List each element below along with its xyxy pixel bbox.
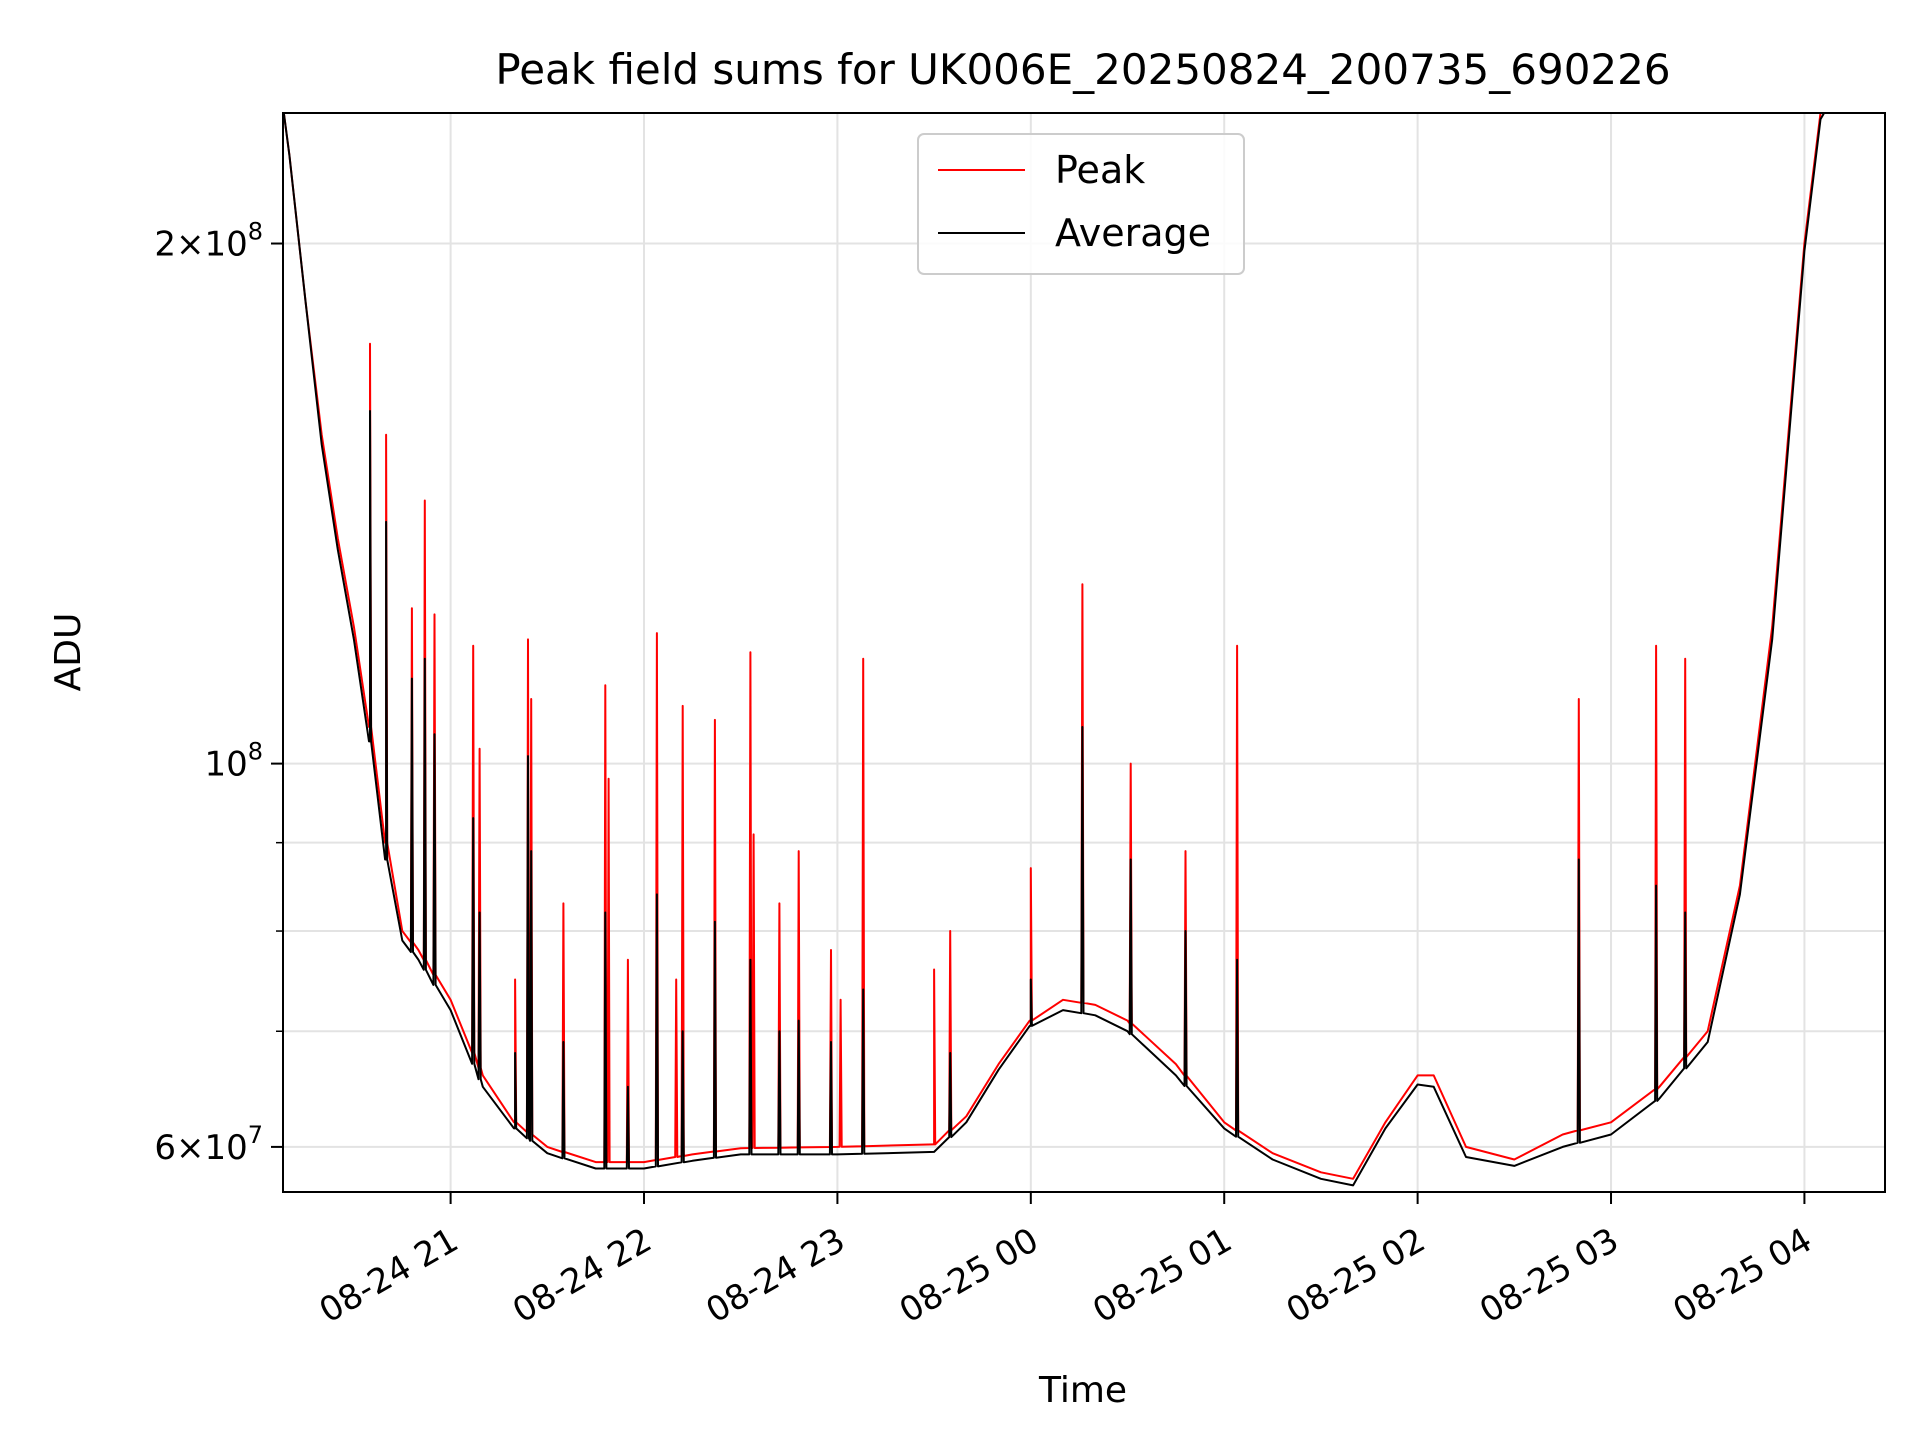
y-axis-label: ADU [48,613,89,692]
x-tick-label: 08-25 01 [1086,1220,1238,1331]
x-tick-label: 08-25 04 [1667,1220,1819,1331]
x-tick-label: 08-25 03 [1473,1220,1625,1331]
x-tick-label: 08-24 23 [700,1220,852,1331]
x-tick-label: 08-25 02 [1280,1220,1432,1331]
legend-label-average: Average [1055,211,1211,255]
x-tick-label: 08-24 21 [313,1220,465,1331]
y-axis: 2×108 108 6×107 [154,218,283,1168]
legend-label-peak: Peak [1055,148,1145,192]
y-tick-label: 2×108 [154,218,263,265]
y-tick-label: 6×107 [154,1121,263,1168]
x-tick-label: 08-25 00 [893,1220,1045,1331]
plot-frame [282,112,1886,1193]
series-line-average [283,113,1826,1187]
chart-title: Peak field sums for UK006E_20250824_2007… [495,45,1670,94]
x-tick-label: 08-24 22 [506,1220,658,1331]
legend: Peak Average [917,133,1245,275]
series-layer [283,113,1826,1187]
x-axis-label: Time [1038,1370,1127,1411]
y-tick-label: 108 [204,738,263,785]
x-axis: 08-24 21 08-24 22 08-24 23 08-25 00 08-25 01… [313,1192,1819,1331]
